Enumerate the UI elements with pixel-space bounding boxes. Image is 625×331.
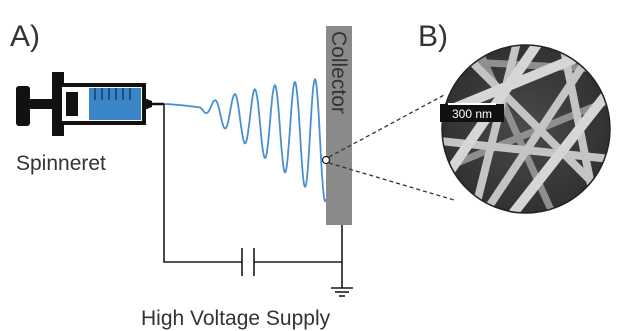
collector-label: Collector (327, 31, 350, 114)
collector-plate (326, 26, 352, 225)
panel-b-label: B) (418, 20, 448, 53)
zoom-callout-lines (328, 93, 455, 201)
power-supply-label: High Voltage Supply (141, 307, 331, 330)
plunger-rod (28, 99, 56, 109)
polymer-jet (164, 77, 327, 203)
spinneret-label: Spinneret (16, 152, 106, 175)
syringe-hub (144, 98, 152, 110)
panel-a-label: A) (10, 20, 40, 53)
scale-bar-box (440, 104, 504, 122)
ground-icon (331, 287, 353, 297)
plunger-head (66, 92, 78, 116)
sem-micrograph: 300 nm (440, 44, 611, 214)
wire-from-needle (163, 104, 242, 263)
circuit-wiring (163, 104, 343, 288)
plunger-thumb-rest (16, 86, 30, 126)
polymer-solution (89, 88, 141, 120)
sem-border (441, 44, 611, 214)
syringe (16, 72, 164, 136)
magnified-spot (321, 155, 331, 165)
barrel-graduations (94, 88, 131, 100)
scale-bar-label: 300 nm (452, 107, 492, 121)
